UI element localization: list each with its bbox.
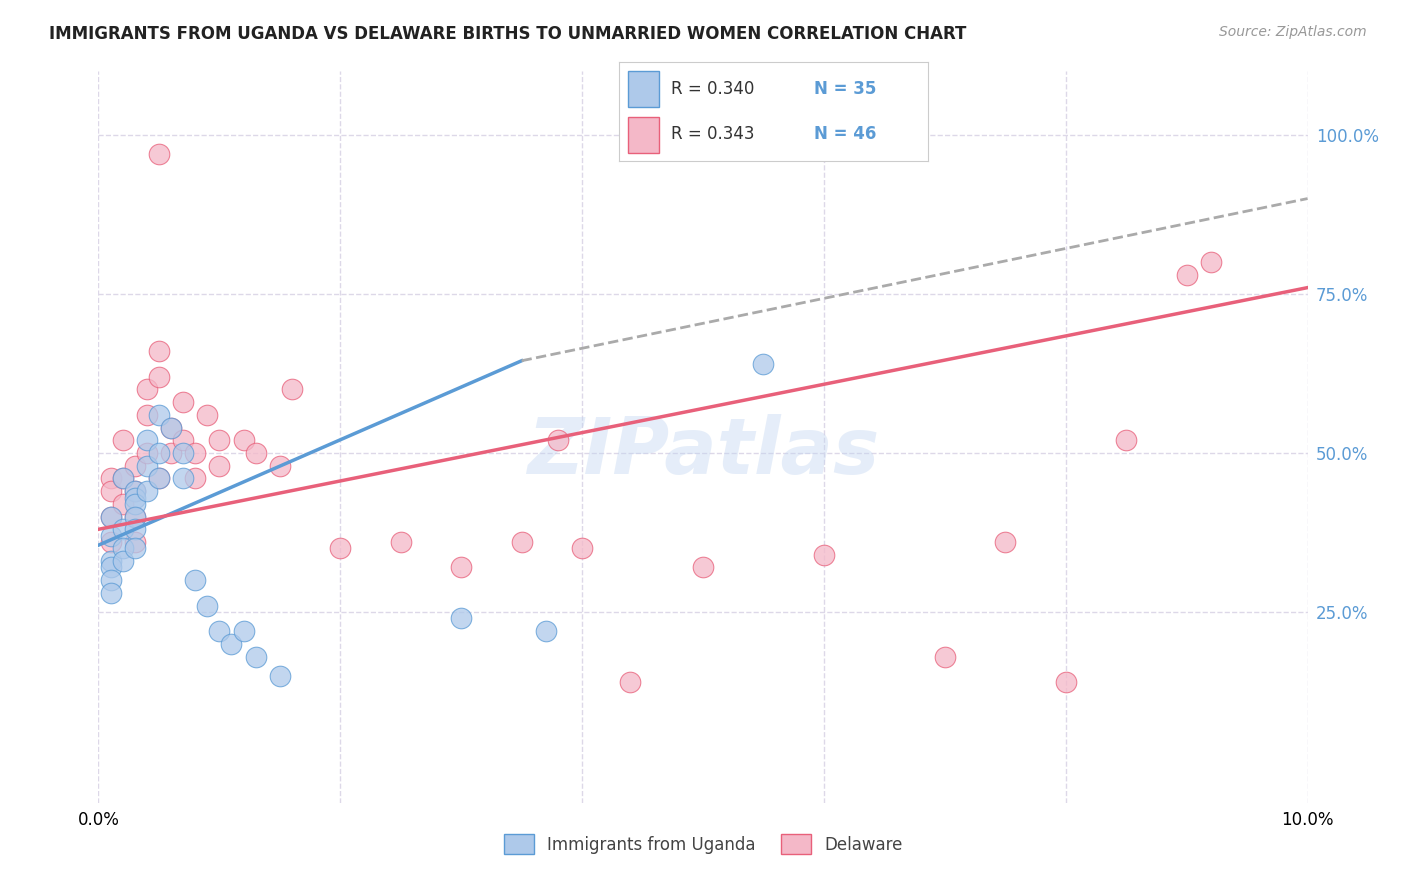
Point: [281, 383, 304, 397]
Point: [124, 484, 146, 499]
Point: [111, 471, 134, 485]
Point: [100, 535, 122, 549]
Point: [172, 395, 194, 409]
Point: [124, 491, 146, 505]
Point: [269, 668, 291, 682]
Text: R = 0.343: R = 0.343: [671, 125, 755, 143]
Text: ZIPatlas: ZIPatlas: [527, 414, 879, 490]
Point: [148, 369, 170, 384]
Point: [619, 675, 641, 690]
Point: [571, 541, 593, 556]
Point: [692, 560, 714, 574]
Point: [135, 446, 157, 460]
Point: [148, 408, 170, 422]
Point: [1054, 675, 1077, 690]
Point: [389, 535, 412, 549]
Point: [135, 484, 157, 499]
Point: [184, 573, 207, 587]
Point: [100, 529, 122, 543]
Point: [1115, 434, 1137, 448]
Point: [124, 509, 146, 524]
Point: [269, 458, 291, 473]
Point: [148, 471, 170, 485]
Point: [752, 357, 775, 371]
Point: [111, 434, 134, 448]
Point: [124, 541, 146, 556]
Point: [245, 649, 267, 664]
Point: [172, 471, 194, 485]
Point: [195, 408, 218, 422]
Text: N = 46: N = 46: [814, 125, 876, 143]
Point: [100, 573, 122, 587]
Point: [124, 509, 146, 524]
Point: [934, 649, 956, 664]
Point: [208, 624, 231, 638]
Text: R = 0.340: R = 0.340: [671, 80, 755, 98]
Point: [100, 586, 122, 600]
Point: [1175, 268, 1198, 282]
Text: Source: ZipAtlas.com: Source: ZipAtlas.com: [1219, 25, 1367, 39]
Point: [184, 471, 207, 485]
FancyBboxPatch shape: [628, 118, 659, 153]
Point: [100, 471, 122, 485]
Point: [813, 548, 835, 562]
Text: N = 35: N = 35: [814, 80, 876, 98]
Point: [148, 344, 170, 359]
Point: [172, 446, 194, 460]
Point: [148, 147, 170, 161]
Point: [135, 408, 157, 422]
Point: [547, 434, 569, 448]
Point: [124, 484, 146, 499]
Point: [221, 637, 243, 651]
Point: [100, 560, 122, 574]
Point: [172, 434, 194, 448]
Point: [208, 434, 231, 448]
Point: [111, 522, 134, 536]
Point: [148, 446, 170, 460]
Point: [994, 535, 1017, 549]
Point: [160, 420, 183, 434]
Point: [232, 434, 254, 448]
Point: [450, 560, 472, 574]
Point: [232, 624, 254, 638]
Point: [245, 446, 267, 460]
Point: [184, 446, 207, 460]
Point: [135, 434, 157, 448]
Point: [148, 471, 170, 485]
Point: [329, 541, 352, 556]
Point: [510, 535, 533, 549]
Point: [135, 458, 157, 473]
Point: [111, 471, 134, 485]
Point: [124, 535, 146, 549]
Point: [1199, 255, 1222, 269]
Point: [208, 458, 231, 473]
Point: [100, 554, 122, 568]
Point: [111, 554, 134, 568]
Point: [160, 420, 183, 434]
Point: [124, 458, 146, 473]
Point: [195, 599, 218, 613]
Point: [100, 509, 122, 524]
Point: [450, 611, 472, 625]
Point: [135, 383, 157, 397]
Point: [100, 484, 122, 499]
Point: [111, 497, 134, 511]
Point: [534, 624, 557, 638]
Point: [124, 497, 146, 511]
Point: [124, 522, 146, 536]
Point: [111, 541, 134, 556]
Text: IMMIGRANTS FROM UGANDA VS DELAWARE BIRTHS TO UNMARRIED WOMEN CORRELATION CHART: IMMIGRANTS FROM UGANDA VS DELAWARE BIRTH…: [49, 25, 966, 43]
Point: [100, 509, 122, 524]
FancyBboxPatch shape: [628, 71, 659, 107]
Legend: Immigrants from Uganda, Delaware: Immigrants from Uganda, Delaware: [498, 828, 908, 860]
Point: [160, 446, 183, 460]
